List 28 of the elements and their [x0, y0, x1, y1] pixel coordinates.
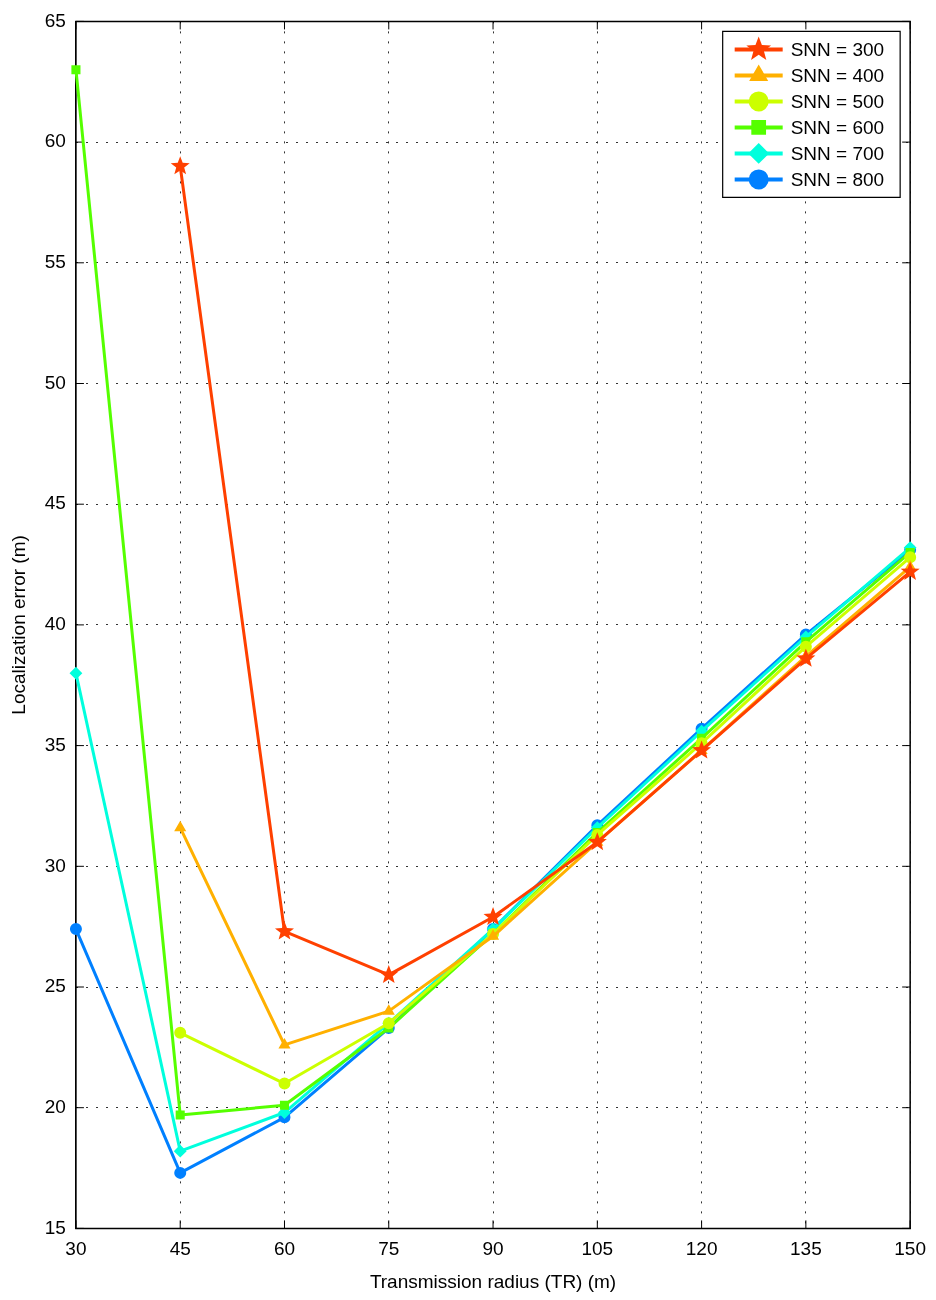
x-tick-label: 120 — [685, 1238, 718, 1260]
x-tick-label: 105 — [581, 1238, 614, 1260]
legend-label: SNN = 600 — [790, 116, 885, 138]
y-tick-label: 55 — [44, 251, 66, 273]
y-axis-title: Localization error (m) — [7, 535, 29, 715]
x-tick-label: 75 — [378, 1238, 400, 1260]
x-tick-label: 90 — [482, 1238, 504, 1260]
x-tick-label: 45 — [169, 1238, 191, 1260]
y-tick-label: 45 — [44, 492, 66, 514]
x-tick-label: 30 — [65, 1238, 87, 1260]
y-tick-label: 15 — [44, 1216, 66, 1238]
y-tick-label: 65 — [44, 9, 66, 31]
y-tick-label: 30 — [44, 854, 66, 876]
x-tick-label: 60 — [273, 1238, 296, 1260]
y-tick-label: 25 — [44, 975, 66, 997]
y-tick-label: 20 — [44, 1095, 66, 1117]
x-tick-label: 135 — [790, 1238, 822, 1260]
legend-label: SNN = 300 — [790, 38, 885, 60]
legend-label: SNN = 800 — [790, 168, 885, 190]
y-tick-label: 35 — [44, 733, 66, 755]
y-tick-label: 50 — [44, 371, 66, 393]
x-axis-title: Transmission radius (TR) (m) — [369, 1270, 617, 1292]
legend-label: SNN = 500 — [790, 90, 885, 112]
legend-label: SNN = 400 — [790, 64, 885, 86]
x-tick-label: 150 — [894, 1238, 926, 1260]
y-tick-label: 40 — [44, 613, 66, 635]
legend-label: SNN = 700 — [790, 142, 885, 164]
y-tick-label: 60 — [44, 130, 66, 152]
